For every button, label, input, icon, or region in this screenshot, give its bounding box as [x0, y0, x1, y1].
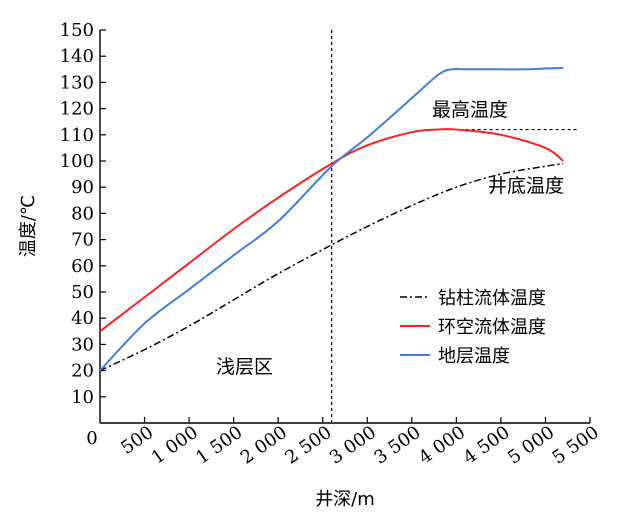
- x-tick-label: 4 500: [460, 422, 514, 469]
- legend-label-formation: 地层温度: [438, 346, 510, 367]
- annulus-temp-line: [99, 128, 564, 333]
- axes: [99, 30, 590, 424]
- y-tick-label: 20: [71, 361, 94, 382]
- drill-string-temp-line: [99, 162, 564, 372]
- x-tick-label: 3 500: [370, 422, 424, 469]
- annotation-shallow-zone: 浅层区: [216, 356, 273, 378]
- x-tick-label: 0: [86, 428, 97, 449]
- x-tick-label: 5 500: [549, 422, 603, 469]
- y-tick-label: 60: [71, 256, 94, 277]
- legend-label-annulus: 环空流体温度: [438, 317, 546, 338]
- x-tick-label: 1 000: [148, 422, 202, 469]
- y-tick-label: 90: [71, 177, 94, 198]
- legend-label-drill-string: 钻柱流体温度: [438, 288, 546, 309]
- formation-temp-line: [99, 66, 564, 372]
- y-tick-label: 130: [60, 72, 94, 93]
- y-tick-label: 100: [60, 151, 94, 172]
- x-tick-label: 1 500: [192, 422, 246, 469]
- annotation-bottom-temp: 井底温度: [488, 175, 564, 197]
- y-tick-label: 30: [71, 334, 94, 355]
- series-lines: [99, 66, 564, 372]
- y-tick-label: 120: [60, 99, 94, 120]
- x-tick-label: 2 500: [281, 422, 335, 469]
- legend: 钻柱流体温度 环空流体温度 地层温度: [400, 288, 546, 367]
- x-tick-label: 5 000: [504, 422, 558, 469]
- y-tick-label: 150: [60, 20, 94, 41]
- annotation-max-temp: 最高温度: [432, 99, 508, 121]
- x-tick-label: 2 000: [237, 422, 291, 469]
- y-tick-label: 70: [71, 230, 94, 251]
- y-axis-label: 温度/℃: [18, 195, 39, 257]
- y-tick-label: 110: [60, 125, 94, 146]
- y-tick-label: 140: [60, 46, 94, 67]
- x-tick-label: 3 000: [326, 422, 380, 469]
- x-axis-label: 井深/m: [315, 489, 375, 510]
- y-tick-label: 40: [71, 308, 94, 329]
- y-tick-label: 80: [71, 203, 94, 224]
- x-tick-label: 4 000: [415, 422, 469, 469]
- y-tick-label: 10: [71, 387, 94, 408]
- y-tick-label: 50: [71, 282, 94, 303]
